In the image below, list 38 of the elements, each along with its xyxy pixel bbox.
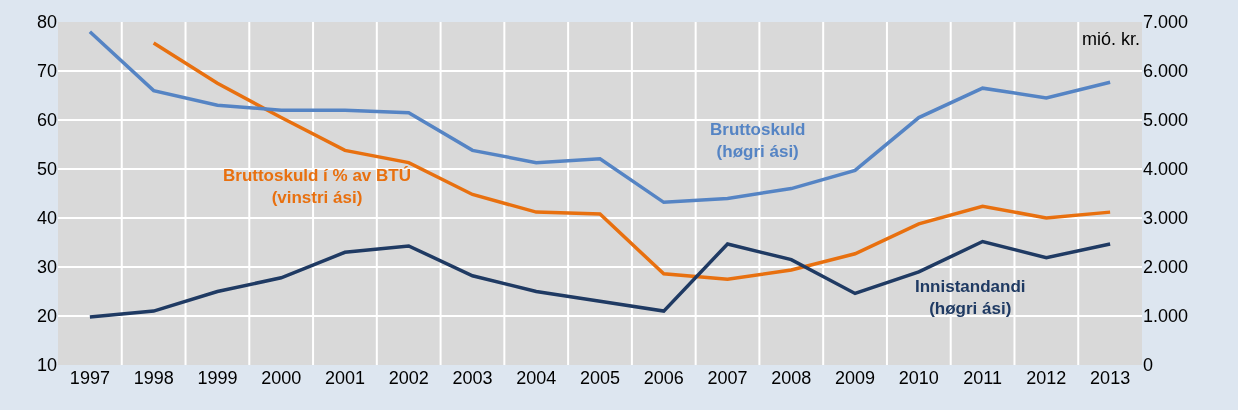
y2-tick-label: 5.000 <box>1143 110 1189 131</box>
y2-tick-label: 6.000 <box>1143 61 1189 82</box>
x-tick-label: 2009 <box>835 368 876 388</box>
y-tick-label: 50 <box>36 159 57 180</box>
series-label: Innistandandi (høgri ási) <box>915 277 1026 319</box>
x-tick-label: 2011 <box>963 368 1002 388</box>
y2-tick-label: 1.000 <box>1143 306 1189 327</box>
y2-tick-label: 2.000 <box>1143 257 1189 278</box>
y-tick-label: 40 <box>36 208 57 229</box>
y2-tick-label: 7.000 <box>1143 12 1189 33</box>
y2-tick-label: 3.000 <box>1143 208 1189 229</box>
y-tick-label: 60 <box>36 110 57 131</box>
y-tick-label: 80 <box>36 12 57 33</box>
x-tick-label: 2008 <box>771 368 812 388</box>
x-tick-label: 2003 <box>452 368 493 388</box>
x-tick-label: 2010 <box>898 368 939 388</box>
y2-tick-label: 4.000 <box>1143 159 1189 180</box>
x-tick-label: 1999 <box>197 368 238 388</box>
x-tick-label: 2001 <box>324 368 365 388</box>
x-tick-label: 2000 <box>261 368 302 388</box>
x-tick-label: 2007 <box>707 368 748 388</box>
x-tick-label: 2012 <box>1026 368 1067 388</box>
x-tick-label: 1998 <box>133 368 174 388</box>
y-tick-label: 70 <box>36 61 57 82</box>
x-tick-label: 2005 <box>579 368 621 388</box>
x-tick-label: 1997 <box>69 368 110 388</box>
y2-axis-title: mió. kr. <box>1082 29 1141 49</box>
y-tick-label: 20 <box>36 306 57 327</box>
x-tick-label: 2002 <box>388 368 429 388</box>
line-series <box>88 239 1112 319</box>
series-label: Bruttoskuld (høgri ási) <box>710 120 806 162</box>
y-tick-label: 30 <box>36 257 57 278</box>
x-tick-label: 2013 <box>1090 368 1131 388</box>
series-label: Bruttoskuld í % av BTÚ (vinstri ási) <box>223 166 411 208</box>
x-tick-label: 2004 <box>516 368 557 388</box>
x-tick-label: 2006 <box>643 368 684 388</box>
y-tick-label: 10 <box>36 355 57 376</box>
y2-tick-label: 0 <box>1143 355 1154 376</box>
